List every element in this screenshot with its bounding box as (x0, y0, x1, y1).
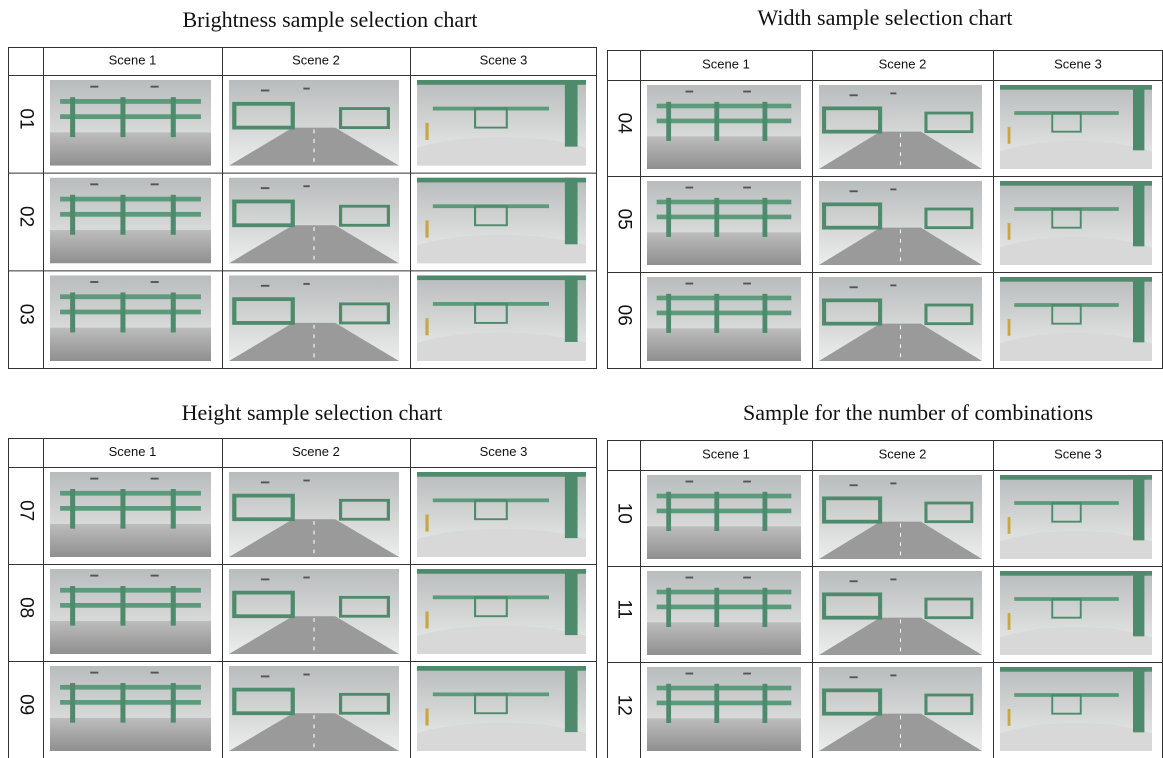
panel: Brightness sample selection chart Scene 1… (8, 7, 618, 399)
scene-image (385, 666, 617, 758)
scene-image (229, 80, 399, 166)
column-header: Scene 1 (702, 56, 750, 71)
scene-image (229, 666, 399, 751)
scene-image (819, 667, 982, 751)
page: Brightness sample selection chart Scene 1… (0, 0, 1163, 758)
row-label: 02 (15, 206, 36, 227)
column-header: Scene 3 (1054, 446, 1102, 461)
row-label: 04 (613, 113, 634, 135)
scene-image (647, 667, 801, 751)
panel: Height sample selection chart Scene 1 Scen… (8, 400, 618, 758)
column-header: Scene 3 (1054, 56, 1102, 71)
scene-image (229, 178, 399, 264)
row-label: 10 (613, 503, 634, 524)
panel-title: Height sample selection chart (182, 400, 443, 425)
scene-image (819, 571, 982, 655)
scene-image (50, 178, 211, 264)
column-header: Scene 2 (292, 444, 340, 459)
scene-image (647, 277, 801, 361)
scene-image (647, 85, 801, 169)
row-label: 11 (613, 599, 634, 619)
scene-image (229, 472, 399, 557)
column-header: Scene 1 (702, 446, 750, 461)
scene-image (819, 181, 982, 265)
column-header: Scene 2 (879, 56, 927, 71)
column-header: Scene 3 (480, 444, 528, 459)
scene-image (50, 472, 211, 557)
scene-image (50, 80, 211, 166)
column-header: Scene 1 (109, 52, 157, 67)
row-label: 08 (15, 597, 36, 618)
scene-image (819, 475, 982, 559)
column-header: Scene 1 (109, 444, 157, 459)
scene-image (819, 85, 982, 169)
panel: Width sample selection chart Scene 1 Scene… (607, 5, 1163, 398)
scene-image (50, 275, 211, 361)
row-label: 07 (15, 500, 36, 521)
column-header: Scene 3 (480, 52, 528, 67)
row-label: 05 (613, 209, 634, 230)
scene-image (647, 181, 801, 265)
scene-image (647, 475, 801, 559)
column-header: Scene 2 (292, 52, 340, 67)
figure: Brightness sample selection chart Scene 1… (0, 0, 1163, 758)
scene-image (229, 569, 399, 654)
panel-title: Width sample selection chart (757, 5, 1012, 30)
panel: Sample for the number of combinations Sce… (607, 400, 1163, 758)
scene-image (385, 275, 617, 399)
row-label: 01 (15, 108, 36, 129)
scene-image (819, 277, 982, 361)
column-header: Scene 2 (879, 446, 927, 461)
row-label: 12 (613, 695, 634, 716)
scene-image (972, 667, 1163, 758)
scene-image (647, 571, 801, 655)
scene-image (50, 569, 211, 654)
row-label: 03 (15, 304, 36, 325)
panel-title: Sample for the number of combinations (743, 400, 1093, 425)
scene-image (972, 277, 1163, 398)
scene-image (50, 666, 211, 751)
scene-image (229, 275, 399, 361)
row-label: 09 (15, 694, 36, 715)
row-label: 06 (613, 305, 634, 326)
panel-title: Brightness sample selection chart (182, 7, 477, 32)
